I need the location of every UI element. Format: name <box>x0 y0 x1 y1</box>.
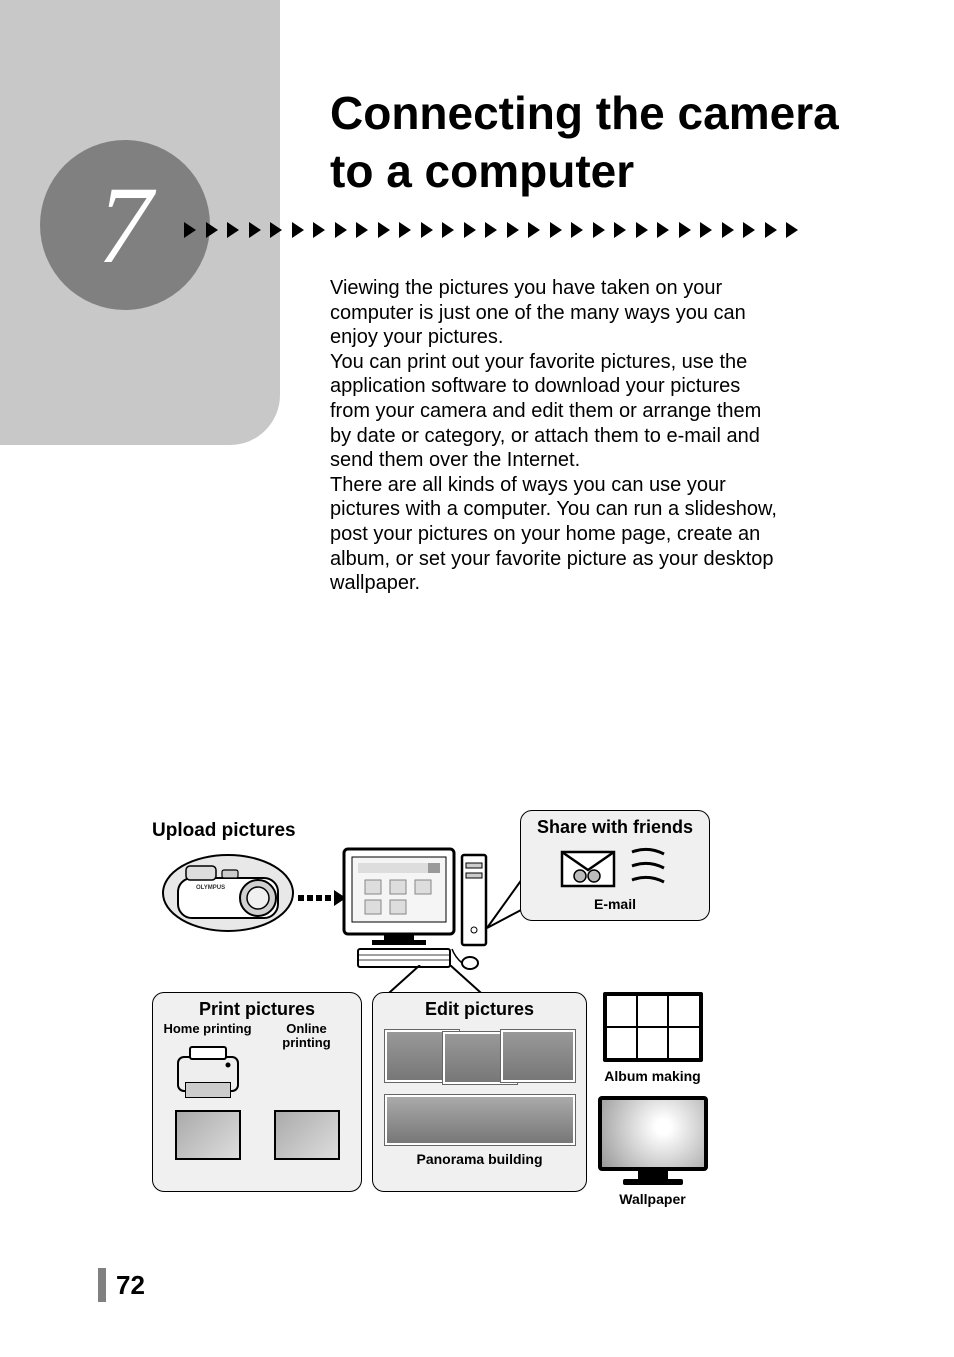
intro-paragraph: There are all kinds of ways you can use … <box>330 473 785 596</box>
album-icon <box>603 992 703 1062</box>
edit-title: Edit pictures <box>381 999 578 1020</box>
email-icon <box>529 842 701 892</box>
computer-icon <box>340 845 500 980</box>
email-label: E-mail <box>529 896 701 912</box>
wallpaper-label: Wallpaper <box>590 1191 715 1207</box>
print-title: Print pictures <box>161 999 353 1020</box>
page-number: 72 <box>116 1270 145 1301</box>
wallpaper-icon <box>598 1096 708 1185</box>
intro-paragraph: Viewing the pictures you have taken on y… <box>330 276 785 350</box>
online-printing-label: Onlineprinting <box>260 1022 353 1051</box>
upload-label: Upload pictures <box>152 820 296 842</box>
panorama-result <box>385 1095 575 1145</box>
intro-paragraph: You can print out your favorite pictures… <box>330 350 785 473</box>
print-thumbnails <box>161 1110 353 1160</box>
svg-text:OLYMPUS: OLYMPUS <box>196 885 225 891</box>
workflow-diagram: Upload pictures OLYMPUS <box>130 810 840 1220</box>
panorama-label: Panorama building <box>381 1151 578 1167</box>
manual-page: 7 Connecting the camera to a computer Vi… <box>0 0 954 1357</box>
chapter-title: Connecting the camera to a computer <box>330 85 890 200</box>
share-box: Share with friends E-mail <box>520 810 710 921</box>
photo-thumb <box>175 1110 241 1160</box>
album-label: Album making <box>590 1068 715 1084</box>
page-number-bar-icon <box>98 1268 106 1302</box>
intro-block: Viewing the pictures you have taken on y… <box>330 276 785 596</box>
edit-box: Edit pictures Panorama building <box>372 992 587 1192</box>
album-wallpaper-column: Album making Wallpaper <box>590 992 715 1207</box>
camera-icon: OLYMPUS <box>158 848 298 943</box>
print-box: Print pictures Home printing <box>152 992 362 1192</box>
printer-icon <box>161 1042 254 1102</box>
share-title: Share with friends <box>529 817 701 838</box>
page-number-block: 72 <box>98 1268 145 1302</box>
home-printing-label: Home printing <box>161 1022 254 1036</box>
transfer-arrow-icon <box>298 890 346 906</box>
photo-thumb <box>274 1110 340 1160</box>
chapter-number: 7 <box>98 162 153 289</box>
panorama-tiles <box>385 1030 575 1085</box>
arrow-divider <box>184 222 864 238</box>
